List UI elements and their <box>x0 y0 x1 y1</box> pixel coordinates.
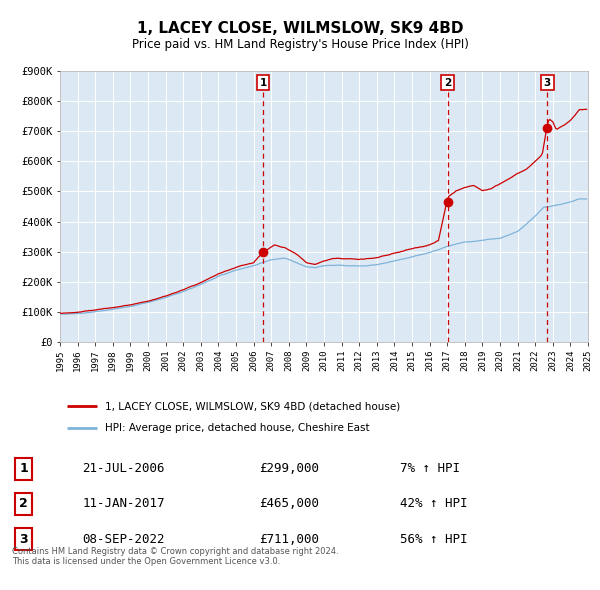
Text: 1: 1 <box>19 463 28 476</box>
Text: 3: 3 <box>544 77 551 87</box>
Text: 2005: 2005 <box>232 350 241 371</box>
Text: 2003: 2003 <box>196 350 205 371</box>
Text: 1, LACEY CLOSE, WILMSLOW, SK9 4BD (detached house): 1, LACEY CLOSE, WILMSLOW, SK9 4BD (detac… <box>104 401 400 411</box>
Text: 2020: 2020 <box>496 350 505 371</box>
Text: 1999: 1999 <box>126 350 135 371</box>
Text: 2001: 2001 <box>161 350 170 371</box>
Text: 3: 3 <box>19 533 28 546</box>
Text: 2024: 2024 <box>566 350 575 371</box>
Text: HPI: Average price, detached house, Cheshire East: HPI: Average price, detached house, Ches… <box>104 424 369 434</box>
Text: Price paid vs. HM Land Registry's House Price Index (HPI): Price paid vs. HM Land Registry's House … <box>131 38 469 51</box>
Text: 2023: 2023 <box>548 350 557 371</box>
Text: 56% ↑ HPI: 56% ↑ HPI <box>400 533 467 546</box>
Text: 1997: 1997 <box>91 350 100 371</box>
Text: 2009: 2009 <box>302 350 311 371</box>
Text: 2008: 2008 <box>284 350 293 371</box>
Text: 7% ↑ HPI: 7% ↑ HPI <box>400 463 460 476</box>
Text: 2: 2 <box>19 497 28 510</box>
Text: 2000: 2000 <box>143 350 152 371</box>
Text: 2: 2 <box>444 77 451 87</box>
Text: 2007: 2007 <box>267 350 276 371</box>
Text: 2004: 2004 <box>214 350 223 371</box>
Text: 2015: 2015 <box>407 350 416 371</box>
Text: 1998: 1998 <box>109 350 118 371</box>
Text: 42% ↑ HPI: 42% ↑ HPI <box>400 497 467 510</box>
Text: 08-SEP-2022: 08-SEP-2022 <box>82 533 165 546</box>
Text: 11-JAN-2017: 11-JAN-2017 <box>82 497 165 510</box>
Text: £465,000: £465,000 <box>259 497 319 510</box>
Text: 2013: 2013 <box>373 350 382 371</box>
Text: 2017: 2017 <box>443 350 452 371</box>
Text: 2019: 2019 <box>478 350 487 371</box>
Text: 1, LACEY CLOSE, WILMSLOW, SK9 4BD: 1, LACEY CLOSE, WILMSLOW, SK9 4BD <box>137 21 463 35</box>
Text: 2025: 2025 <box>583 350 593 371</box>
Text: 2006: 2006 <box>249 350 258 371</box>
Text: 21-JUL-2006: 21-JUL-2006 <box>82 463 165 476</box>
Text: 2010: 2010 <box>320 350 329 371</box>
Text: 2002: 2002 <box>179 350 188 371</box>
Text: 1995: 1995 <box>56 350 65 371</box>
Text: 2022: 2022 <box>531 350 540 371</box>
Text: 2021: 2021 <box>513 350 522 371</box>
Text: £299,000: £299,000 <box>259 463 319 476</box>
Text: 2018: 2018 <box>460 350 469 371</box>
Text: 1: 1 <box>260 77 267 87</box>
Text: 1996: 1996 <box>73 350 82 371</box>
Text: 2014: 2014 <box>390 350 399 371</box>
Text: 2011: 2011 <box>337 350 346 371</box>
Text: 2016: 2016 <box>425 350 434 371</box>
Text: Contains HM Land Registry data © Crown copyright and database right 2024.
This d: Contains HM Land Registry data © Crown c… <box>12 547 338 566</box>
Text: 2012: 2012 <box>355 350 364 371</box>
Text: £711,000: £711,000 <box>259 533 319 546</box>
